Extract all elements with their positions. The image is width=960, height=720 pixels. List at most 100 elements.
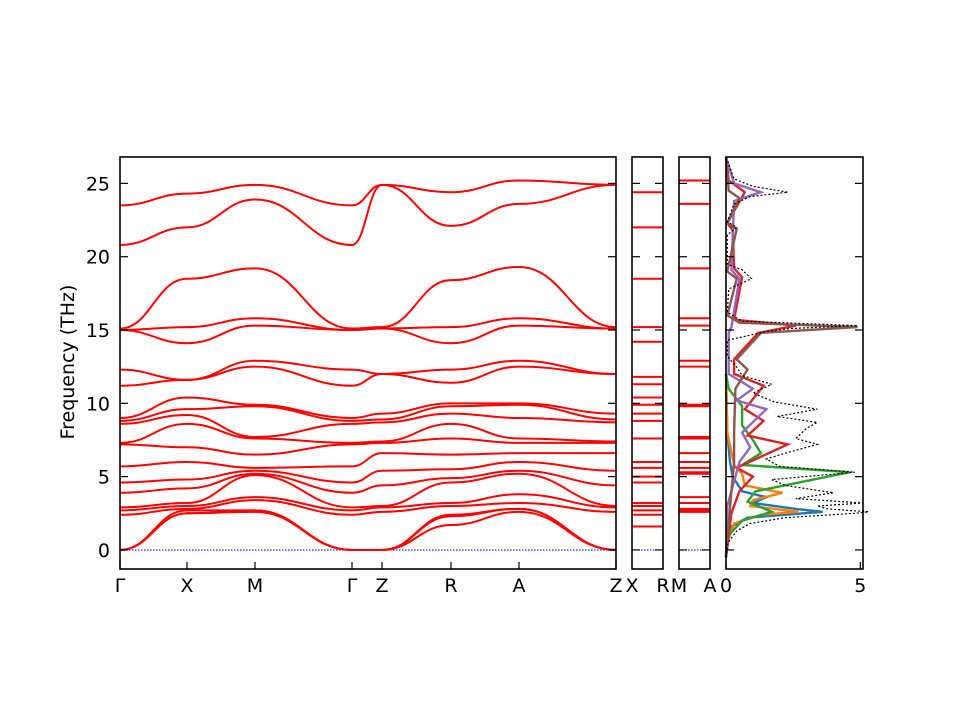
band-seg5-5: [450, 472, 520, 484]
band-seg0-4: [119, 504, 188, 512]
band-seg5-11: [450, 412, 520, 419]
panel3-xtick-label-0: M: [671, 575, 687, 597]
band-seg2-13: [254, 403, 353, 419]
band-seg5-6: [450, 469, 520, 480]
band-seg3-10: [351, 440, 383, 444]
panel4-frame: [725, 156, 864, 570]
band-seg2-17: [254, 317, 353, 332]
band-seg4-15: [381, 368, 452, 375]
band-seg3-11: [351, 421, 383, 425]
panel1-xtick-label-3: Γ: [347, 575, 358, 597]
band-seg5-8: [450, 452, 520, 456]
pdos-curve-3: [724, 156, 797, 558]
band-seg2-5: [254, 474, 353, 509]
pdos-curve-2: [724, 373, 850, 558]
band-seg4-6: [381, 477, 452, 487]
band-seg2-4: [254, 496, 353, 512]
band-seg4-20: [381, 183, 452, 194]
band-seg4-9: [381, 437, 452, 444]
band-seg4-11: [381, 412, 452, 424]
band-seg4-13: [381, 402, 452, 415]
band-seg6-6: [518, 469, 617, 487]
band-seg1-4: [186, 496, 256, 507]
y-tick-label-20: 20: [86, 247, 110, 269]
band-seg3-3: [351, 510, 383, 516]
band-seg6-15: [518, 359, 617, 375]
panel1-xtick-label-1: X: [180, 575, 193, 597]
band-seg2-18: [254, 267, 353, 330]
band-seg6-10: [518, 437, 617, 443]
y-tick-label-10: 10: [86, 393, 110, 415]
band-seg2-6: [254, 472, 353, 494]
band-seg5-12: [450, 403, 520, 408]
band-seg4-8: [381, 452, 452, 456]
band-seg2-20: [254, 183, 353, 207]
band-seg4-5: [381, 481, 452, 507]
panel1-xtick-label-2: M: [247, 575, 263, 597]
dos-xtick-label-0: 0: [720, 575, 732, 597]
band-seg3-6: [351, 484, 383, 494]
band-seg5-9: [450, 437, 520, 444]
band-seg5-4: [450, 493, 520, 505]
y-tick-label-0: 0: [98, 540, 110, 562]
band-seg2-3: [254, 499, 353, 516]
band-seg3-20: [351, 183, 383, 207]
band-seg2-7: [254, 469, 353, 484]
band-seg5-18: [450, 265, 520, 282]
band-seg3-15: [351, 368, 383, 375]
band-seg6-12: [518, 403, 617, 421]
band-seg6-7: [518, 460, 617, 472]
band-seg1-19: [186, 198, 256, 229]
band-seg5-3: [450, 502, 520, 507]
band-seg6-2: [518, 507, 617, 551]
band-seg4-0: [381, 524, 452, 551]
band-seg2-8: [254, 465, 353, 469]
panel2-xtick-label-1: R: [656, 575, 669, 597]
dos-xtick-label-1: 5: [854, 575, 866, 597]
band-seg3-8: [351, 452, 383, 468]
band-seg3-12: [351, 418, 383, 422]
panel1-xtick-label-6: A: [513, 575, 526, 597]
band-seg2-11: [254, 422, 353, 439]
band-seg1-13: [186, 396, 256, 406]
band-seg1-16: [186, 324, 256, 345]
band-seg0-14: [119, 378, 188, 387]
band-seg4-16: [381, 327, 452, 345]
panel1-xtick-label-7: Z: [609, 575, 622, 597]
band-seg0-13: [119, 396, 188, 419]
y-axis-label: Frequency (THz): [57, 285, 79, 440]
band-seg1-8: [186, 460, 256, 469]
band-seg1-9: [186, 446, 256, 456]
band-seg0-12: [119, 408, 188, 422]
band-seg5-2: [450, 507, 520, 516]
band-seg1-6: [186, 472, 256, 490]
band-seg5-20: [450, 179, 520, 194]
band-seg4-19: [381, 183, 452, 227]
band-seg0-20: [119, 192, 188, 207]
band-seg0-3: [119, 507, 188, 516]
band-seg1-7: [186, 469, 256, 481]
band-seg3-14: [351, 372, 383, 387]
panel1-frame: [119, 156, 617, 570]
panel2-frame: [631, 156, 664, 570]
band-seg6-19: [518, 183, 617, 205]
band-seg6-5: [518, 472, 617, 507]
band-seg4-17: [381, 326, 452, 330]
band-seg6-17: [518, 317, 617, 330]
band-seg6-20: [518, 179, 617, 186]
y-tick-label-25: 25: [86, 173, 110, 195]
band-seg0-11: [119, 414, 188, 425]
band-seg5-0: [450, 510, 520, 527]
band-seg5-14: [450, 365, 520, 384]
band-seg0-5: [119, 502, 188, 509]
band-seg1-11: [186, 414, 256, 439]
band-seg0-18: [119, 277, 188, 330]
band-seg2-9: [254, 443, 353, 456]
pdos-curve-4: [724, 156, 769, 558]
band-seg5-15: [450, 359, 520, 371]
band-seg4-18: [381, 279, 452, 329]
band-seg3-5: [351, 504, 383, 509]
pdos-curve-5: [724, 156, 858, 558]
band-seg3-9: [351, 441, 383, 446]
